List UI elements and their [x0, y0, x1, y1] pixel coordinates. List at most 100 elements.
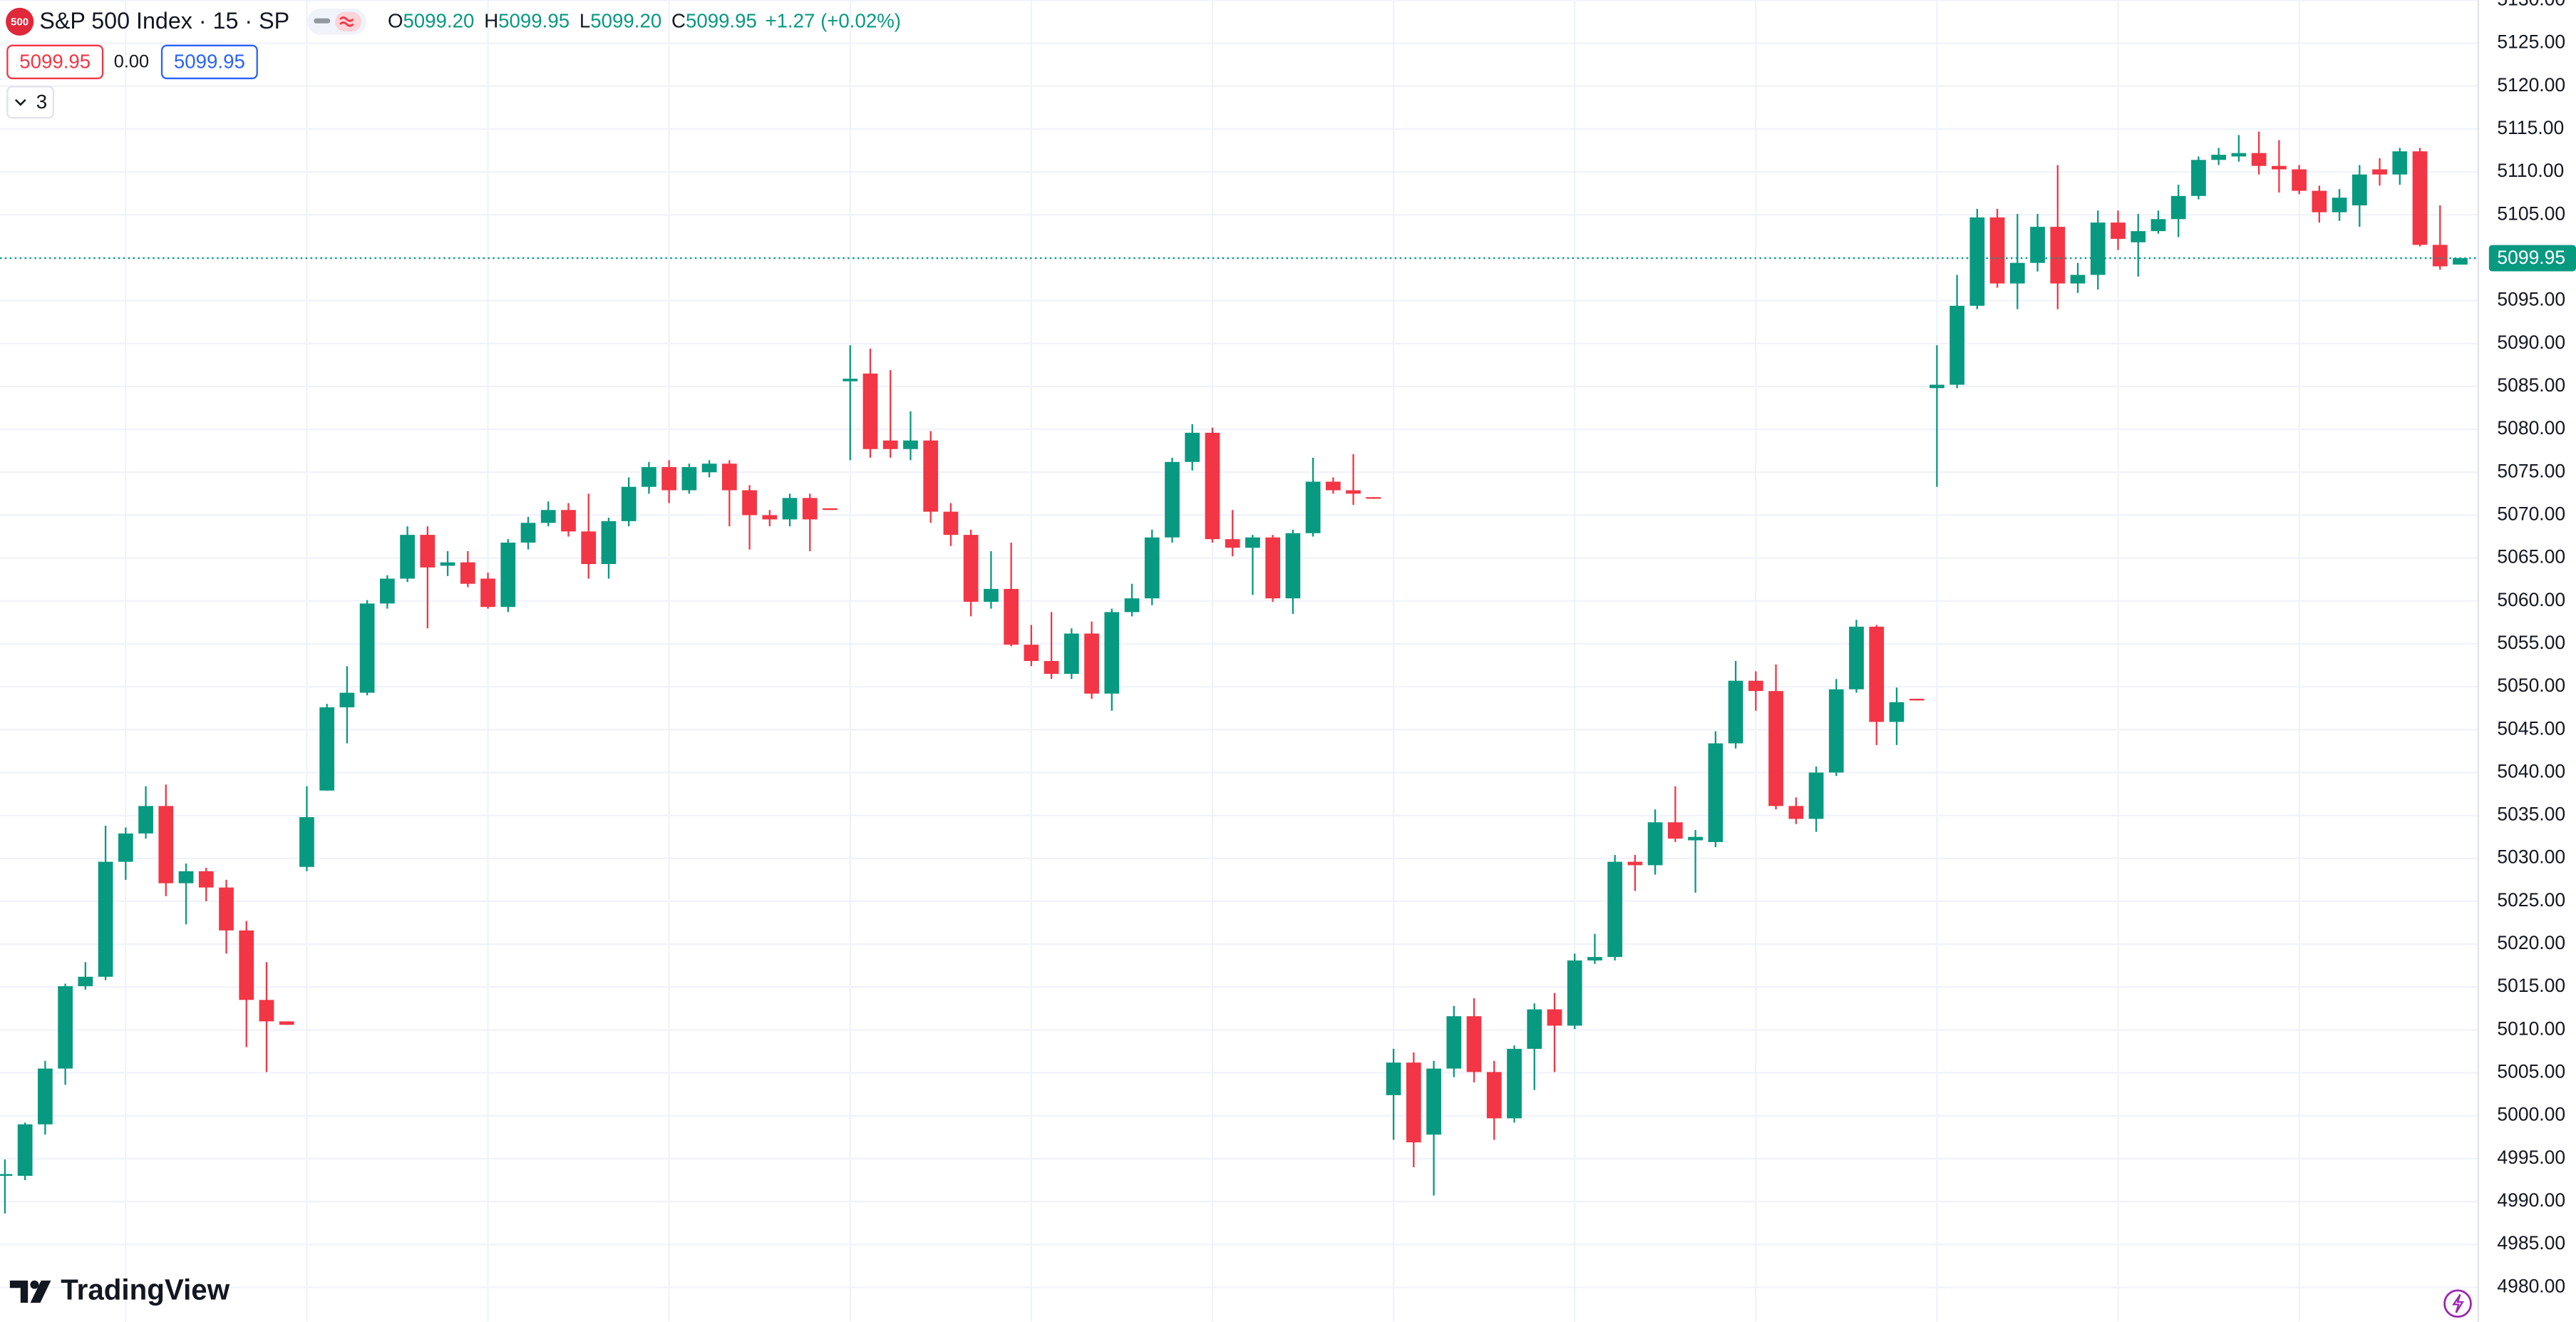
candle-body: [1949, 305, 1965, 385]
candle-body: [359, 603, 375, 693]
y-tick-label: 4985.00: [2497, 1232, 2565, 1254]
y-tick-label: 5120.00: [2497, 74, 2565, 96]
candle-body: [1386, 1062, 1401, 1095]
candle-body: [0, 1174, 13, 1176]
candle-body: [1225, 539, 1240, 548]
candle-body: [1909, 698, 1925, 701]
candle-body: [1406, 1062, 1421, 1143]
ohlc-legend: O5099.20 H5099.95 L5099.20 C5099.95 +1.27 (+…: [388, 10, 901, 32]
candle-body: [259, 1000, 274, 1022]
brand-name: TradingView: [61, 1274, 230, 1306]
candle-body: [78, 976, 93, 987]
y-tick-label: 5125.00: [2497, 31, 2565, 53]
candle-body: [1688, 836, 1703, 841]
last-price-label: 5099.95: [2497, 247, 2565, 268]
candle-body: [2251, 153, 2267, 166]
y-tick-label: 5055.00: [2497, 632, 2565, 653]
indicators-count: 3: [36, 91, 47, 113]
candle-body: [379, 578, 395, 604]
candle-body: [1466, 1016, 1482, 1072]
candle-body: [1647, 822, 1663, 866]
candle-body: [1587, 957, 1602, 960]
ohlc-key: O: [388, 10, 403, 32]
y-tick-label: 5110.00: [2497, 160, 2564, 181]
candle-body: [862, 373, 878, 449]
candle-body: [1607, 861, 1623, 958]
candle-body: [1084, 633, 1099, 694]
candle-body: [1567, 960, 1582, 1026]
candle-body: [2111, 222, 2126, 239]
candle-body: [1627, 861, 1643, 866]
candle-body: [1104, 612, 1120, 694]
candle-body: [2191, 160, 2206, 196]
header: 500 S&P 500 Index · 15 · SP O5099.20 H509…: [6, 7, 901, 119]
candle-body: [460, 562, 475, 584]
last-price-tag: [2488, 245, 2576, 272]
candle-body: [2372, 169, 2387, 175]
candle-body: [98, 861, 113, 977]
candle-body: [2030, 227, 2045, 263]
candle-body: [500, 542, 516, 608]
y-tick-label: 5000.00: [2497, 1104, 2565, 1125]
candles: [0, 131, 2478, 1214]
y-tick-label: 5085.00: [2497, 374, 2565, 396]
candle-body: [1144, 537, 1160, 599]
y-tick-label: 5030.00: [2497, 846, 2565, 868]
candle-body: [2412, 151, 2428, 245]
candle-body: [2131, 231, 2146, 242]
candle-body: [1708, 743, 1724, 842]
status-icon: [339, 16, 354, 27]
candle-body: [2050, 227, 2066, 284]
candle-body: [1165, 461, 1180, 538]
lightning-icon[interactable]: [2443, 1289, 2472, 1318]
y-tick-label: 5005.00: [2497, 1061, 2565, 1082]
y-tick-label: 5105.00: [2497, 203, 2565, 224]
candle-body: [782, 498, 798, 520]
ohlc-key: L: [579, 10, 590, 32]
candle-body: [1869, 626, 1885, 722]
candle-body: [1527, 1009, 1542, 1049]
candle-body: [1205, 432, 1220, 540]
sell-button[interactable]: [6, 44, 104, 80]
candle-body: [681, 467, 697, 491]
y-tick-label: 5130.00: [2497, 0, 2565, 9]
y-tick-label: 5020.00: [2497, 932, 2565, 953]
candle-body: [1024, 645, 1039, 661]
candle-body: [400, 535, 415, 579]
candle-body: [1245, 537, 1260, 548]
candle-body: [661, 467, 677, 491]
candle-body: [1326, 481, 1341, 491]
y-tick-label: 4990.00: [2497, 1189, 2565, 1211]
indicators-toggle[interactable]: [6, 86, 55, 119]
candle-body: [440, 562, 455, 566]
candle-body: [2231, 153, 2247, 157]
y-tick-label: 5075.00: [2497, 460, 2565, 481]
candle-body: [1346, 490, 1361, 494]
candle-body: [642, 467, 656, 487]
candle-body: [1930, 384, 1944, 389]
candle-body: [1849, 626, 1864, 690]
candle-body: [1063, 633, 1079, 675]
y-tick-label: 4995.00: [2497, 1147, 2565, 1168]
candle-body: [1828, 689, 1844, 773]
candle-body: [903, 440, 918, 449]
candle-body: [561, 510, 576, 532]
candle-body: [299, 817, 314, 867]
spread: 0.00: [114, 52, 149, 72]
symbol-title[interactable]: S&P 500 Index · 15 · SP: [39, 8, 289, 34]
candle-body: [1788, 806, 1804, 819]
candle-body: [279, 1021, 294, 1025]
buy-button[interactable]: [160, 44, 258, 80]
candle-body: [2432, 245, 2448, 267]
candle-body: [1185, 432, 1200, 462]
y-tick-label: 4980.00: [2497, 1275, 2565, 1296]
candle-body: [178, 871, 194, 883]
brand-mark: [9, 1280, 29, 1303]
candle-body: [2332, 198, 2347, 212]
lightning-button[interactable]: [2443, 1289, 2472, 1318]
candle-body: [1507, 1048, 1522, 1119]
candle-body: [762, 515, 778, 520]
candle-body: [1486, 1072, 1502, 1119]
candle-body: [118, 833, 133, 862]
sell-price: 5099.95: [19, 50, 91, 72]
